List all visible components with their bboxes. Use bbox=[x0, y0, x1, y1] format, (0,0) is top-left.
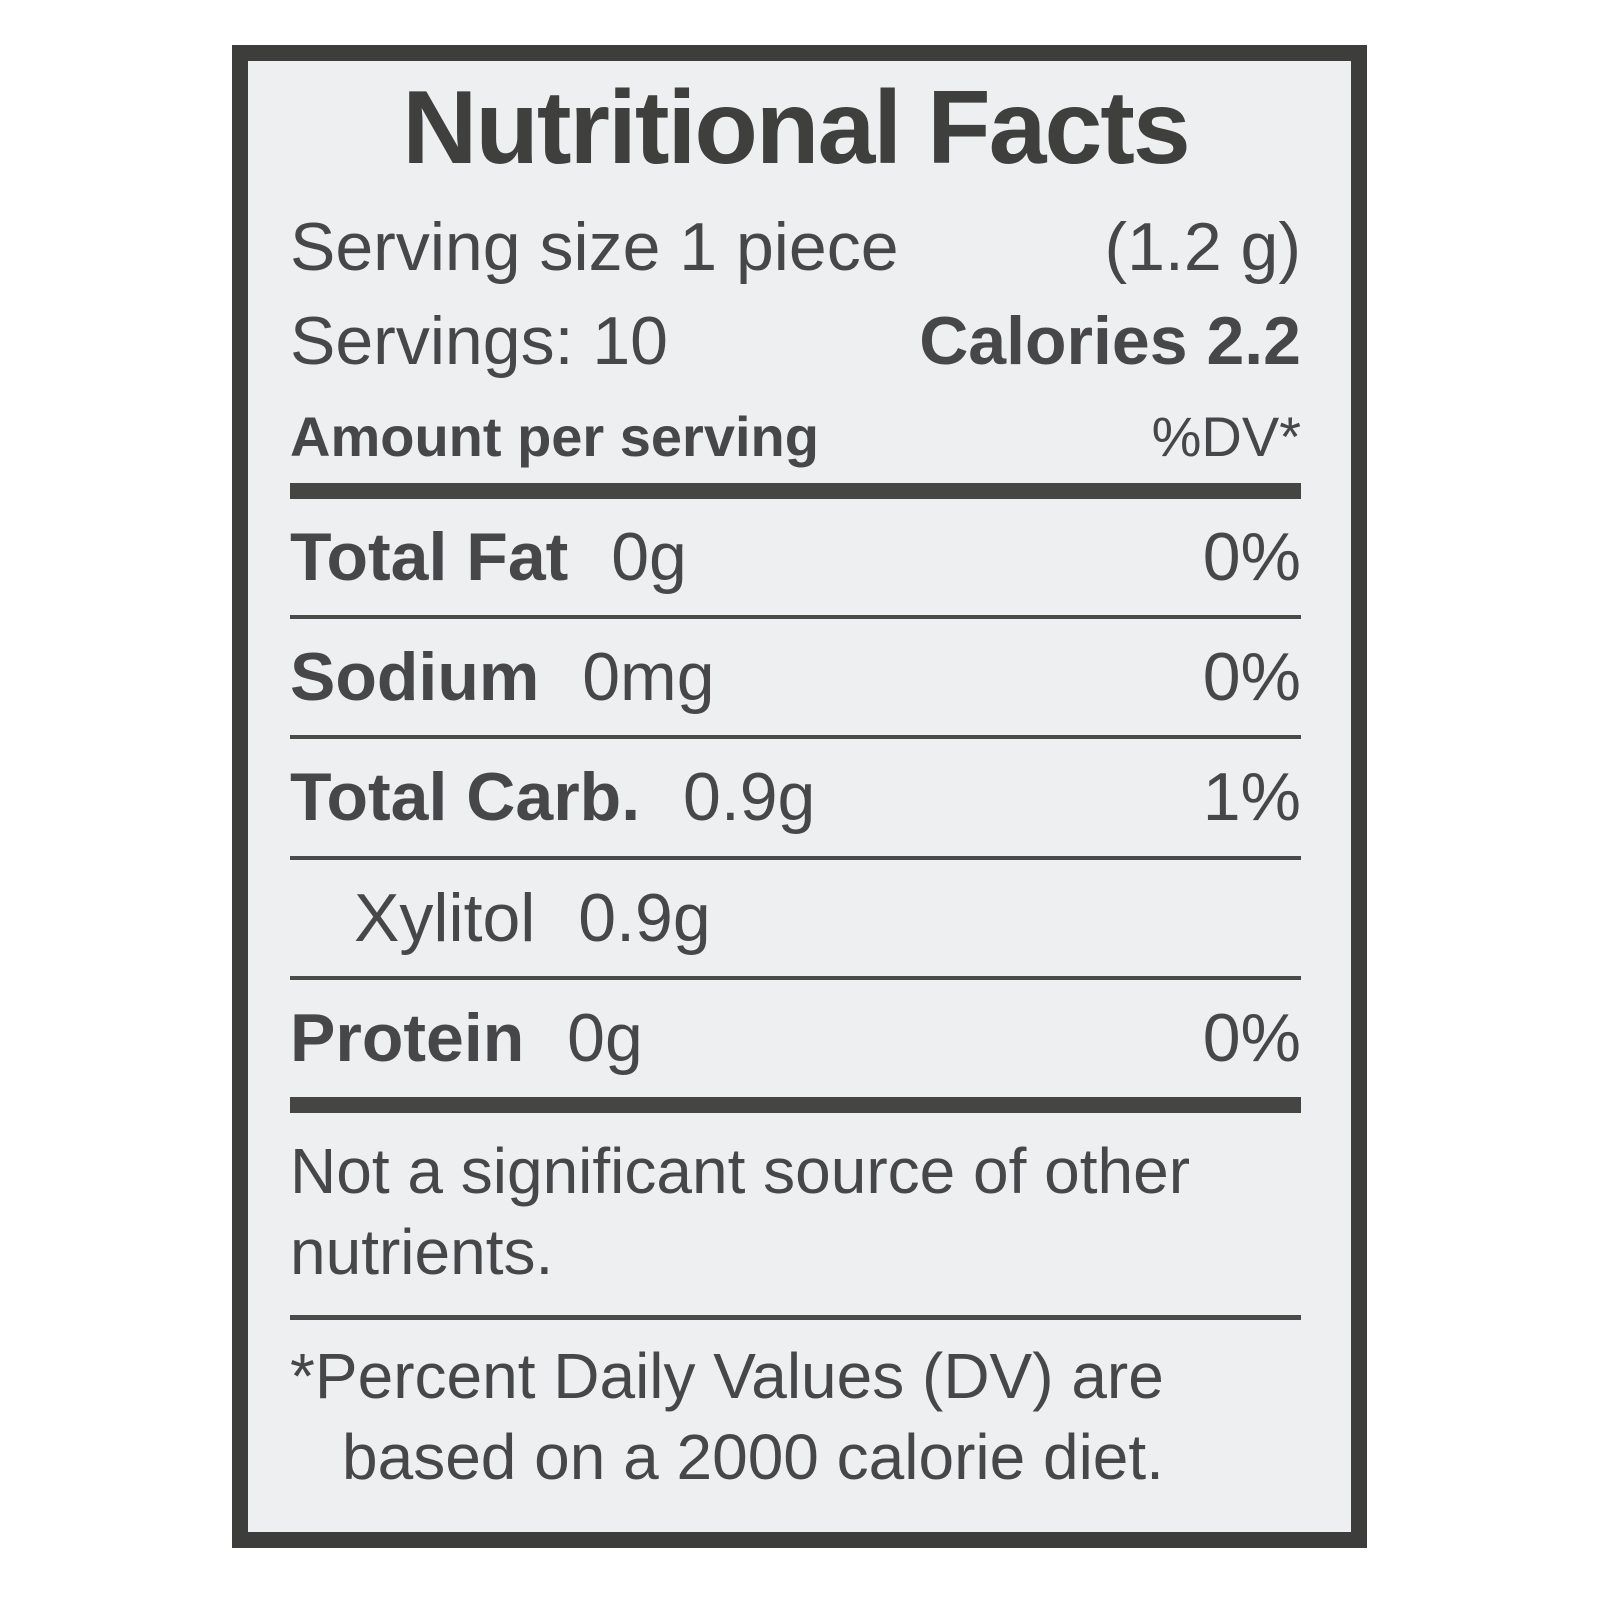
serving-size-row: Serving size 1 piece (1.2 g) bbox=[290, 203, 1301, 291]
footnote-line-1: *Percent Daily Values (DV) are bbox=[290, 1340, 1164, 1413]
percent-dv-header: %DV* bbox=[1151, 405, 1301, 469]
footnote-divider-line bbox=[290, 1315, 1301, 1321]
nutrition-label: Nutritional Facts Serving size 1 piece (… bbox=[232, 45, 1367, 1548]
column-header-row: Amount per serving %DV* bbox=[290, 403, 1301, 470]
daily-values-footnote: *Percent Daily Values (DV) are based on … bbox=[290, 1336, 1301, 1499]
nutrient-name-amount: Total Carb. 0.9g bbox=[290, 753, 815, 841]
nutrient-name-amount: Protein 0g bbox=[290, 994, 643, 1082]
calories-group: Calories 2.2 bbox=[919, 297, 1301, 385]
label-title: Nutritional Facts bbox=[402, 70, 1191, 186]
nutrient-name: Protein bbox=[290, 1000, 525, 1077]
footnote-line-2: based on a 2000 calorie diet. bbox=[342, 1421, 1164, 1494]
nutrient-name: Xylitol bbox=[354, 879, 536, 956]
insignificant-nutrients-note: Not a significant source of other nutrie… bbox=[290, 1134, 1191, 1288]
nutrient-name-amount: Sodium 0mg bbox=[290, 633, 715, 721]
nutrient-dv: 0% bbox=[1202, 1000, 1301, 1077]
calories-value: 2.2 bbox=[1206, 302, 1301, 379]
nutrient-name-amount: Total Fat 0g bbox=[290, 513, 687, 601]
serving-size-text: Serving size 1 piece bbox=[290, 208, 899, 285]
nutrient-dv: 0% bbox=[1202, 518, 1301, 595]
nutrient-row-protein: Protein 0g 0% bbox=[290, 980, 1301, 1096]
nutrient-dv: 1% bbox=[1202, 759, 1301, 836]
amount-per-serving-header: Amount per serving bbox=[290, 405, 819, 469]
nutrient-name: Sodium bbox=[290, 638, 540, 715]
nutrient-row-total-carb: Total Carb. 0.9g 1% bbox=[290, 739, 1301, 860]
nutrient-row-xylitol: Xylitol 0.9g bbox=[290, 860, 1301, 981]
nutrient-amount: 0g bbox=[567, 1000, 643, 1077]
nutrient-amount: 0g bbox=[611, 518, 687, 595]
nutrient-amount: 0.9g bbox=[578, 879, 711, 956]
nutrient-name: Total Carb. bbox=[290, 759, 641, 836]
nutrient-amount: 0mg bbox=[582, 638, 715, 715]
nutrient-dv: 0% bbox=[1202, 638, 1301, 715]
servings-count: Servings: 10 bbox=[290, 302, 668, 379]
nutrient-row-sodium: Sodium 0mg 0% bbox=[290, 619, 1301, 740]
nutrient-row-total-fat: Total Fat 0g 0% bbox=[290, 499, 1301, 619]
header-divider-bar bbox=[290, 482, 1301, 499]
footer-divider-bar bbox=[290, 1096, 1301, 1113]
nutrient-name-amount: Xylitol 0.9g bbox=[354, 874, 711, 962]
nutrient-name: Total Fat bbox=[290, 518, 569, 595]
calories-label: Calories bbox=[919, 302, 1188, 379]
nutrient-amount: 0.9g bbox=[683, 759, 816, 836]
serving-weight: (1.2 g) bbox=[1104, 208, 1301, 285]
servings-calories-row: Servings: 10 Calories 2.2 bbox=[290, 297, 1301, 385]
